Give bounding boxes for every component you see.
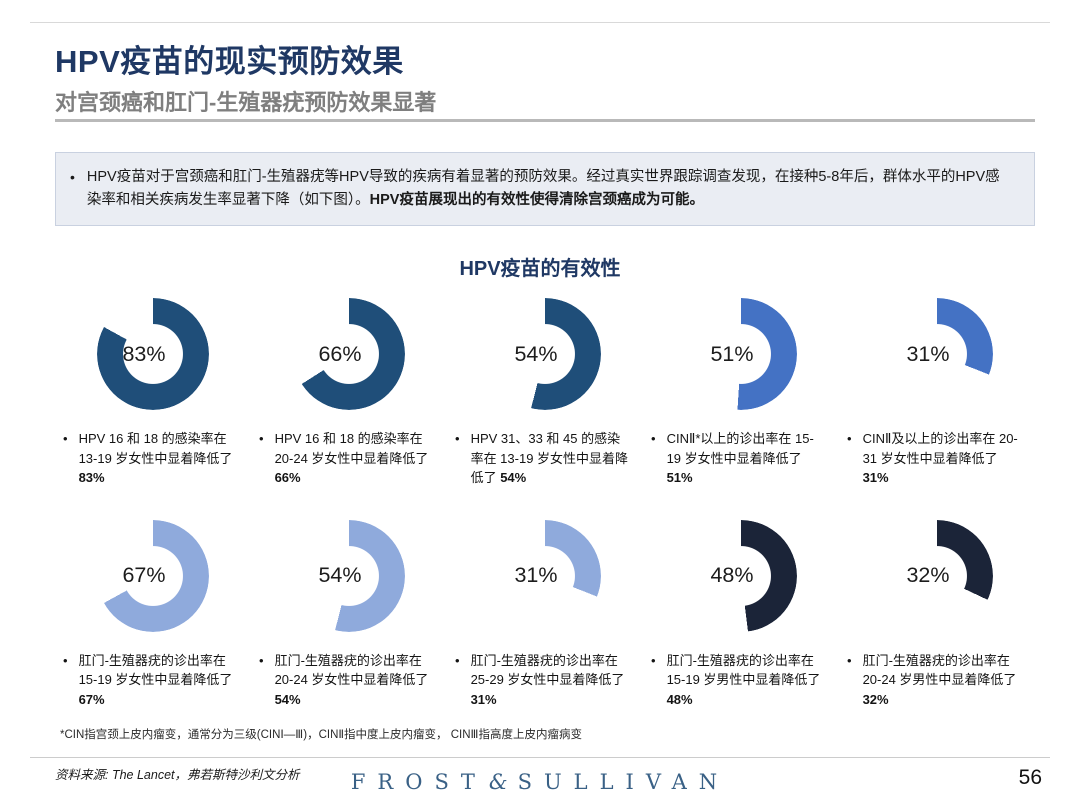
- donut-ring: [489, 519, 601, 632]
- frost-sullivan-logo: FROST& SULLIVAN: [0, 770, 1080, 794]
- donut-caption-text: HPV 31、33 和 45 的感染率在 13-19 岁女性中显着降低了 54%: [470, 431, 629, 485]
- donut-caption-text: HPV 16 和 18 的感染率在 20-24 岁女性中显着降低了 66%: [274, 431, 429, 485]
- donut-percent-label: 31%: [514, 563, 558, 587]
- bullet-marker: •: [455, 652, 460, 668]
- bullet-marker: •: [455, 431, 460, 446]
- bullet-marker: •: [651, 652, 656, 668]
- donut-ring: [881, 519, 993, 632]
- effectiveness-cell-8: 31% • 肛门-生殖器疣的诊出率在 25-29 岁女性中显着降低了 31%: [447, 512, 643, 710]
- donut-caption-text: CINⅡ*以上的诊出率在 15-19 岁女性中显着降低了 51%: [666, 431, 814, 485]
- bullet-marker: •: [259, 431, 264, 446]
- bullet-marker: •: [847, 652, 852, 668]
- donut-caption-text: HPV 16 和 18 的感染率在 13-19 岁女性中显着降低了 83%: [78, 431, 233, 485]
- donut-percent-label: 31%: [906, 341, 950, 366]
- header-divider: [55, 119, 1035, 122]
- donut-percent-label: 48%: [710, 563, 754, 587]
- donut-caption-text: CINⅡ及以上的诊出率在 20-31 岁女性中显着降低了 31%: [862, 431, 1018, 485]
- donut-chart: 66%: [293, 298, 405, 410]
- donut-caption: • HPV 16 和 18 的感染率在 20-24 岁女性中显着降低了 66%: [251, 429, 447, 488]
- top-divider: [30, 22, 1050, 23]
- donut-chart: 54%: [293, 519, 405, 632]
- donut-ring: [97, 519, 209, 632]
- donut-ring: [293, 519, 405, 632]
- bullet-marker: •: [63, 652, 68, 668]
- bullet-marker: •: [259, 652, 264, 668]
- bullet-marker: •: [63, 431, 68, 446]
- donut-grid: 83% • HPV 16 和 18 的感染率在 13-19 岁女性中显着降低了 …: [55, 290, 1035, 709]
- donut-percent-label: 32%: [906, 563, 950, 587]
- donut-caption: • 肛门-生殖器疣的诊出率在 20-24 岁女性中显着降低了 54%: [251, 651, 447, 710]
- effectiveness-cell-5: 31% • CINⅡ及以上的诊出率在 20-31 岁女性中显着降低了 31%: [839, 290, 1035, 488]
- logo-word-sullivan: SULLIVAN: [517, 770, 730, 794]
- donut-caption: • HPV 31、33 和 45 的感染率在 13-19 岁女性中显着降低了 5…: [447, 429, 643, 488]
- donut-ring: [881, 298, 993, 410]
- bullet-marker: •: [651, 431, 656, 446]
- donut-caption: • 肛门-生殖器疣的诊出率在 25-29 岁女性中显着降低了 31%: [447, 651, 643, 710]
- donut-caption-text: 肛门-生殖器疣的诊出率在 20-24 岁男性中显着降低了 32%: [862, 652, 1017, 707]
- logo-word-frost: FROST: [350, 770, 487, 794]
- source-line: 资料来源: The Lancet，弗若斯特沙利文分析: [55, 768, 300, 782]
- donut-ring: [685, 519, 797, 632]
- donut-caption-text: 肛门-生殖器疣的诊出率在 25-29 岁女性中显着降低了 31%: [470, 652, 625, 707]
- effectiveness-cell-9: 48% • 肛门-生殖器疣的诊出率在 15-19 岁男性中显着降低了 48%: [643, 512, 839, 710]
- effectiveness-cell-10: 32% • 肛门-生殖器疣的诊出率在 20-24 岁男性中显着降低了 32%: [839, 512, 1035, 710]
- donut-chart: 51%: [685, 298, 797, 410]
- logo-ampersand: &: [488, 770, 508, 794]
- donut-ring: [293, 298, 405, 410]
- donut-percent-label: 67%: [122, 563, 166, 587]
- donut-ring: [685, 298, 797, 410]
- effectiveness-cell-1: 83% • HPV 16 和 18 的感染率在 13-19 岁女性中显着降低了 …: [55, 290, 251, 488]
- effectiveness-cell-6: 67% • 肛门-生殖器疣的诊出率在 15-19 岁女性中显着降低了 67%: [55, 512, 251, 710]
- donut-chart: 31%: [489, 519, 601, 632]
- header: HPV疫苗的现实预防效果 对宫颈癌和肛门-生殖器疣预防效果显著: [55, 36, 1035, 117]
- intro-callout-box: • HPV疫苗对于宫颈癌和肛门-生殖器疣等HPV导致的疾病有着显著的预防效果。经…: [55, 152, 1035, 227]
- page-subtitle: 对宫颈癌和肛门-生殖器疣预防效果显著: [55, 90, 437, 115]
- donut-caption: • 肛门-生殖器疣的诊出率在 15-19 岁男性中显着降低了 48%: [643, 651, 839, 710]
- effectiveness-cell-7: 54% • 肛门-生殖器疣的诊出率在 20-24 岁女性中显着降低了 54%: [251, 512, 447, 710]
- page-number: 56: [1018, 766, 1042, 789]
- donut-caption-text: 肛门-生殖器疣的诊出率在 15-19 岁男性中显着降低了 48%: [666, 652, 821, 707]
- donut-percent-label: 66%: [318, 341, 362, 366]
- bullet-marker: •: [70, 169, 75, 185]
- footnote: *CIN指宫颈上皮内瘤变，通常分为三级(CINⅠ—Ⅲ)，CINⅡ指中度上皮内瘤变…: [60, 729, 582, 741]
- donut-percent-label: 83%: [122, 341, 166, 366]
- donut-chart: 83%: [97, 298, 209, 410]
- intro-text-normal: HPV疫苗对于宫颈癌和肛门-生殖器疣等HPV导致的疾病有着显著的预防效果。经过真…: [86, 169, 1000, 209]
- effectiveness-cell-4: 51% • CINⅡ*以上的诊出率在 15-19 岁女性中显着降低了 51%: [643, 290, 839, 488]
- donut-chart: 67%: [97, 519, 209, 632]
- donut-chart: 31%: [881, 298, 993, 410]
- donut-chart: 48%: [685, 519, 797, 632]
- donut-ring: [489, 298, 601, 410]
- page-title: HPV疫苗的现实预防效果: [55, 44, 404, 79]
- donut-percent-label: 54%: [318, 563, 362, 587]
- donut-caption: • CINⅡ*以上的诊出率在 15-19 岁女性中显着降低了 51%: [643, 429, 839, 488]
- bullet-marker: •: [847, 431, 852, 446]
- intro-text-bold: HPV疫苗展现出的有效性使得清除宫颈癌成为可能。: [369, 192, 704, 209]
- effectiveness-cell-2: 66% • HPV 16 和 18 的感染率在 20-24 岁女性中显着降低了 …: [251, 290, 447, 488]
- donut-chart: 32%: [881, 519, 993, 632]
- donut-caption: • 肛门-生殖器疣的诊出率在 20-24 岁男性中显着降低了 32%: [839, 651, 1035, 710]
- donut-percent-label: 54%: [514, 341, 558, 366]
- donut-caption: • CINⅡ及以上的诊出率在 20-31 岁女性中显着降低了 31%: [839, 429, 1035, 488]
- chart-title: HPV疫苗的有效性: [459, 258, 621, 280]
- donut-percent-label: 51%: [710, 341, 754, 366]
- donut-caption: • HPV 16 和 18 的感染率在 13-19 岁女性中显着降低了 83%: [55, 429, 251, 488]
- donut-caption: • 肛门-生殖器疣的诊出率在 15-19 岁女性中显着降低了 67%: [55, 651, 251, 710]
- intro-text: HPV疫苗对于宫颈癌和肛门-生殖器疣等HPV导致的疾病有着显著的预防效果。经过真…: [87, 166, 1014, 212]
- footer-divider: [30, 757, 1050, 758]
- donut-caption-text: 肛门-生殖器疣的诊出率在 15-19 岁女性中显着降低了 67%: [78, 652, 233, 707]
- donut-ring: [97, 298, 209, 410]
- donut-chart: 54%: [489, 298, 601, 410]
- effectiveness-cell-3: 54% • HPV 31、33 和 45 的感染率在 13-19 岁女性中显着降…: [447, 290, 643, 488]
- donut-caption-text: 肛门-生殖器疣的诊出率在 20-24 岁女性中显着降低了 54%: [274, 652, 429, 707]
